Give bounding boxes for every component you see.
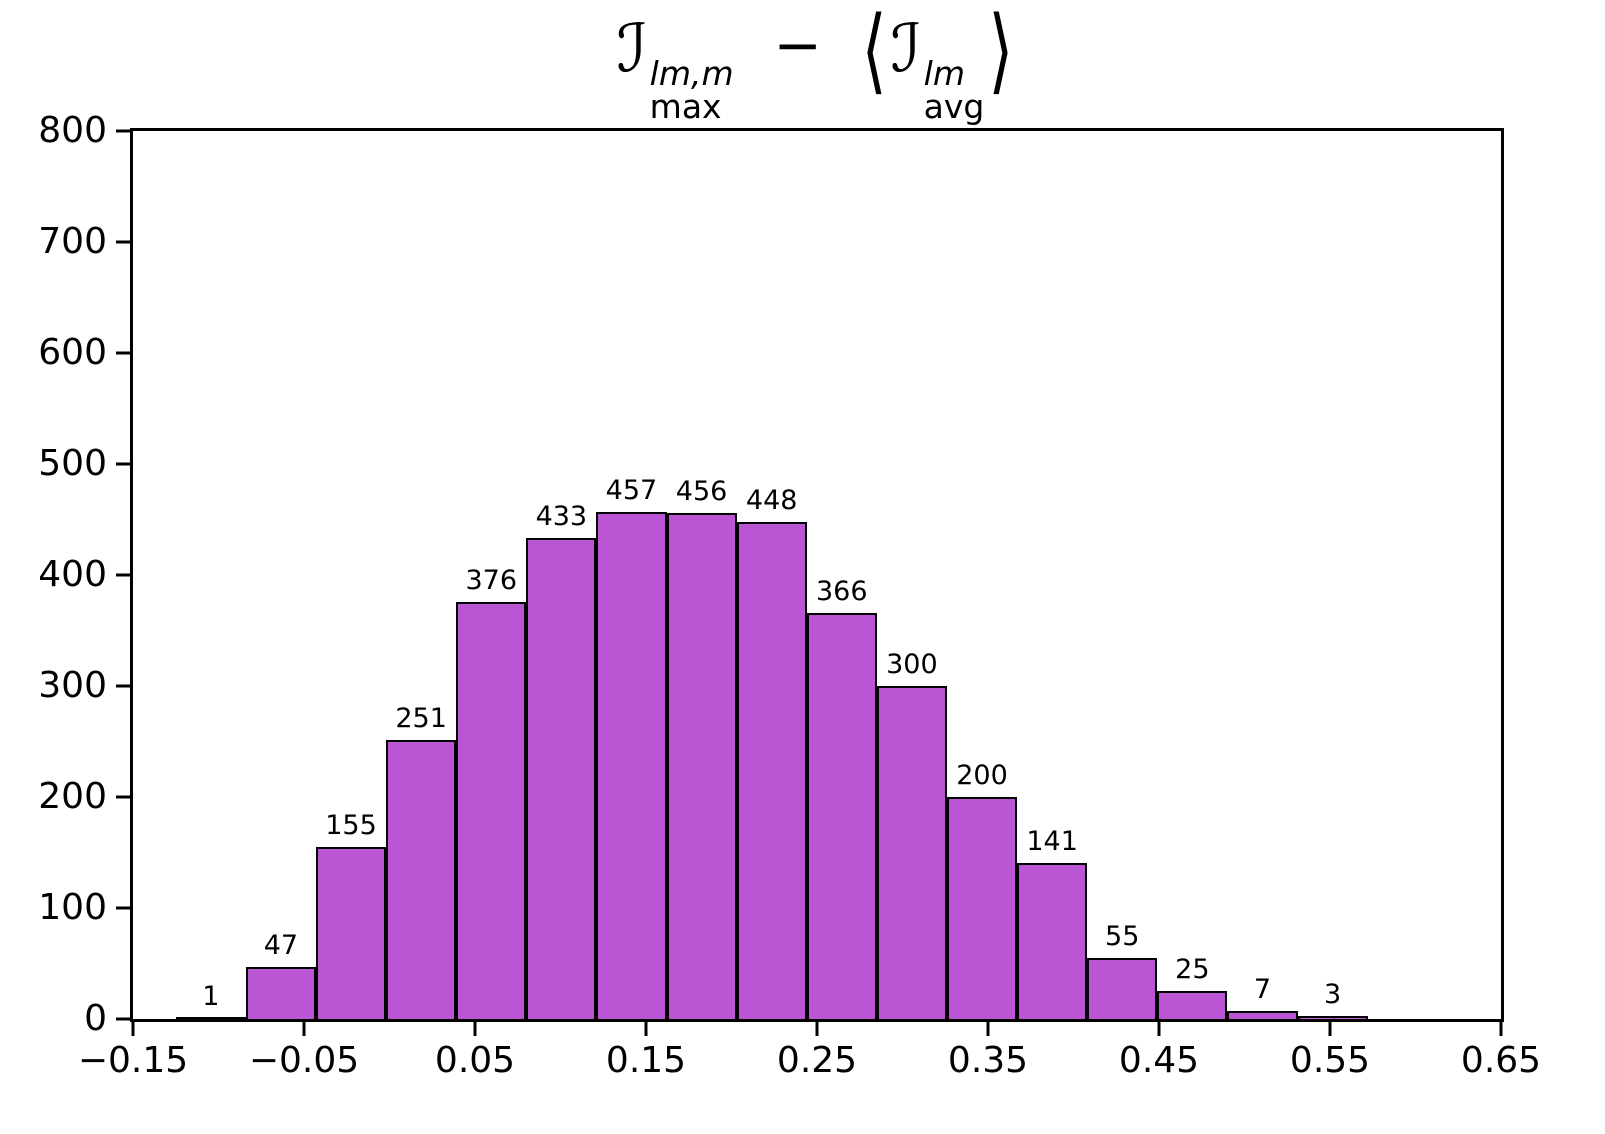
x-tick-mark: [1328, 1022, 1332, 1036]
bar-value-label: 47: [263, 929, 299, 961]
subscript-avg: avg: [923, 87, 985, 126]
x-tick-mark: [986, 1022, 990, 1036]
histogram-bar: [946, 797, 1018, 1019]
x-tick-label: 0.55: [1289, 1040, 1371, 1081]
bar-value-label: 376: [465, 564, 518, 596]
x-tick-label: 0.45: [1118, 1040, 1200, 1081]
y-tick-label: 0: [84, 998, 107, 1039]
bar-value-label: 300: [886, 649, 938, 680]
y-tick-label: 100: [38, 887, 107, 928]
histogram-bar: [876, 686, 947, 1019]
y-tick-label: 600: [38, 332, 107, 373]
left-angle-bracket: ⟨: [861, 0, 887, 105]
x-tick-label: 0.65: [1460, 1040, 1542, 1081]
histogram-bar: [1157, 991, 1228, 1019]
bar-value-label: 55: [1105, 920, 1140, 952]
x-tick-label: 0.35: [947, 1040, 1029, 1081]
bar-value-label: 457: [605, 474, 658, 506]
histogram-bar: [315, 846, 387, 1019]
y-tick-mark: [116, 129, 130, 133]
y-tick-mark: [116, 795, 130, 799]
x-tick-mark: [302, 1022, 306, 1036]
x-tick-mark: [815, 1022, 819, 1036]
histogram-bar: [736, 521, 807, 1019]
y-tick-label: 500: [38, 443, 107, 484]
y-tick-mark: [116, 906, 130, 910]
x-tick-label: 0.15: [605, 1040, 687, 1081]
y-tick-label: 400: [38, 554, 107, 595]
script-I-symbol: ℐ: [616, 10, 648, 87]
bar-value-label: 366: [816, 575, 868, 607]
right-angle-bracket: ⟩: [988, 0, 1014, 105]
x-tick-mark: [1499, 1022, 1503, 1036]
bar-value-label: 200: [956, 760, 1008, 791]
bar-value-label: 456: [675, 475, 728, 507]
supsub-max: lm,m max: [650, 57, 734, 123]
x-tick-label: −0.05: [248, 1040, 360, 1081]
x-tick-mark: [1157, 1022, 1161, 1036]
y-tick-label: 800: [38, 110, 107, 151]
bar-value-label: 1: [202, 980, 220, 1012]
y-tick-mark: [116, 684, 130, 688]
script-I-symbol-2: ℐ: [890, 10, 922, 87]
x-tick-mark: [473, 1022, 477, 1036]
bar-value-label: 251: [395, 703, 447, 735]
y-tick-mark: [116, 351, 130, 355]
y-tick-mark: [116, 573, 130, 577]
histogram-bar: [386, 740, 457, 1019]
x-tick-mark: [131, 1022, 135, 1036]
plot-area: 1 47 155 251 376 433 457 456 448 366 300 200 141 55 25…: [38, 113, 1541, 1079]
y-tick-label: 300: [38, 665, 107, 706]
minus-operator: −: [773, 11, 822, 79]
histogram-bar: [245, 966, 316, 1019]
x-tick-mark: [644, 1022, 648, 1036]
bar-value-label: 7: [1253, 974, 1272, 1006]
y-tick-mark: [116, 240, 130, 244]
histogram-bar: [806, 612, 877, 1019]
bar-value-label: 448: [745, 484, 798, 516]
y-tick-label: 200: [38, 776, 107, 817]
bar-value-label: 433: [535, 501, 588, 533]
bar-value-label: 3: [1323, 978, 1342, 1010]
superscript-lmm: lm,m: [649, 54, 734, 93]
supsub-avg: lm avg: [924, 57, 985, 123]
histogram-bar: [456, 601, 527, 1019]
bar-value-label: 141: [1026, 825, 1078, 857]
subscript-max: max: [649, 87, 722, 126]
y-tick-label: 700: [38, 221, 107, 262]
histogram-bar: [1017, 862, 1088, 1019]
x-tick-label: 0.25: [776, 1040, 858, 1081]
bar-value-label: 25: [1175, 954, 1210, 986]
superscript-lm: lm: [923, 54, 965, 93]
bar-value-label: 155: [325, 809, 377, 841]
histogram-bar: [666, 512, 737, 1019]
y-tick-mark: [116, 462, 130, 466]
histogram-bar: [1227, 1011, 1298, 1019]
histogram-bar: [596, 511, 667, 1019]
x-tick-label: −0.15: [77, 1040, 189, 1081]
histogram-bar: [1297, 1015, 1368, 1019]
histogram-bar: [175, 1017, 246, 1019]
x-tick-label: 0.05: [434, 1040, 516, 1081]
y-tick-mark: [116, 1017, 130, 1021]
histogram-bar: [526, 538, 597, 1019]
histogram-bar: [1087, 957, 1158, 1019]
